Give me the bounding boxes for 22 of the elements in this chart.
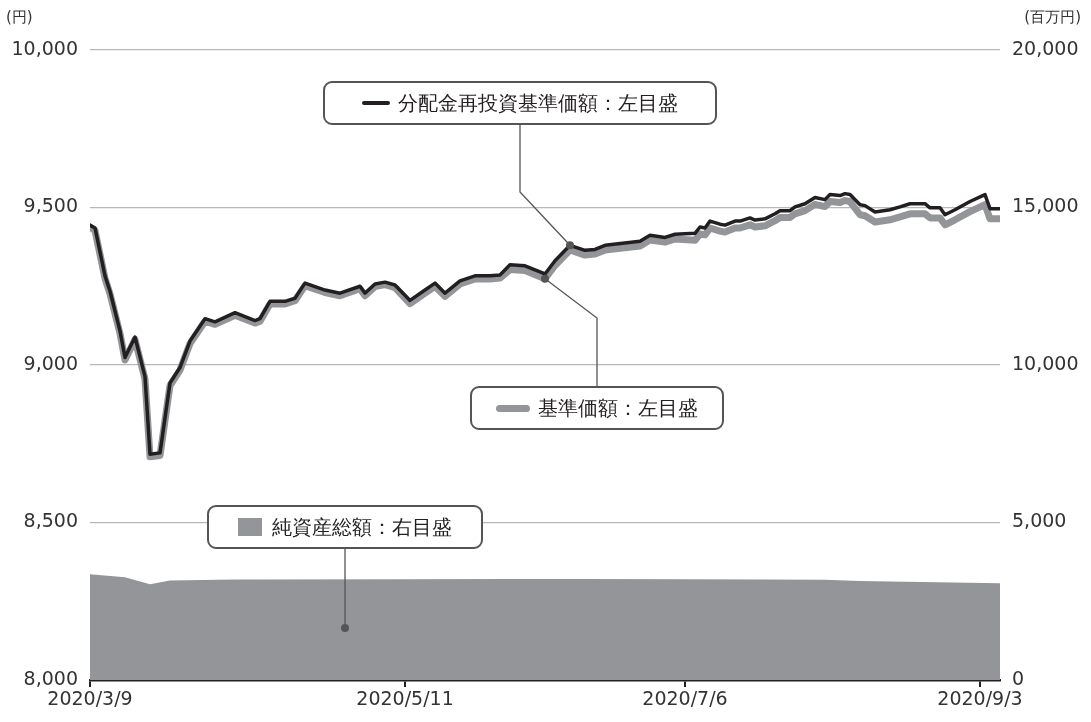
y-tick-label: 9,000	[23, 351, 78, 374]
x-tick-label: 2020/5/11	[356, 687, 454, 710]
x-tick-label: 2020/3/9	[47, 687, 133, 710]
y2-tick-label: 0	[1012, 666, 1025, 689]
y2-tick-label: 5,000	[1012, 509, 1067, 532]
legend-box: 分配金再投資基準価額：左目盛	[323, 81, 717, 125]
y-tick-label: 9,500	[23, 194, 78, 217]
y2-tick-label: 15,000	[1012, 194, 1079, 217]
legend-box: 純資産総額：右目盛	[207, 505, 483, 549]
y-tick-label: 10,000	[11, 36, 78, 59]
x-tick-label: 2020/7/6	[642, 687, 728, 710]
x-tick-label: 2020/9/3	[937, 687, 1023, 710]
legend-label: 純資産総額：右目盛	[272, 513, 452, 541]
y2-tick-label: 20,000	[1012, 36, 1079, 59]
y-tick-label: 8,000	[23, 666, 78, 689]
y2-tick-label: 10,000	[1012, 351, 1079, 374]
y2-axis-title: (百万円)	[1024, 8, 1081, 27]
y-axis-title: (円)	[6, 8, 33, 27]
legend-box: 基準価額：左目盛	[470, 386, 724, 430]
legend-label: 基準価額：左目盛	[538, 394, 698, 422]
legend-label: 分配金再投資基準価額：左目盛	[398, 89, 678, 117]
y-tick-label: 8,500	[23, 509, 78, 532]
